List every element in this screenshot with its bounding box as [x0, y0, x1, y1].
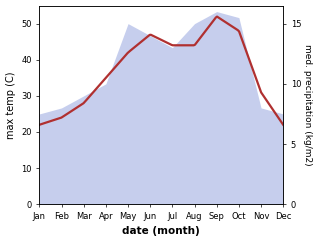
Y-axis label: max temp (C): max temp (C): [5, 71, 16, 139]
X-axis label: date (month): date (month): [122, 227, 200, 236]
Y-axis label: med. precipitation (kg/m2): med. precipitation (kg/m2): [303, 44, 313, 166]
